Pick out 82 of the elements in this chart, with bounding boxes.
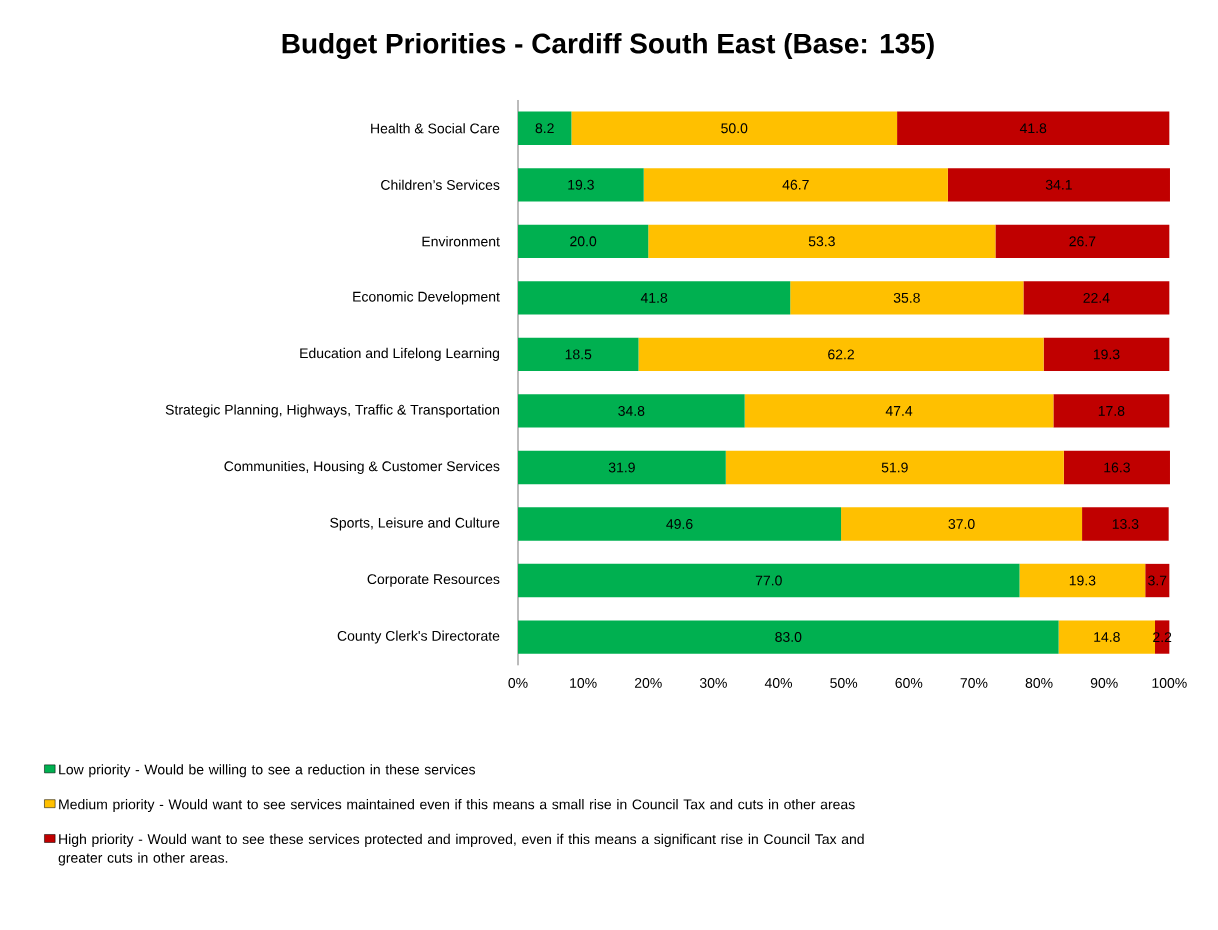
data-label: 41.8: [1019, 123, 1047, 134]
bar: [518, 111, 572, 145]
data-label: 53.3: [808, 236, 835, 247]
x-tick-label: 10%: [570, 678, 597, 688]
data-label: 14.8: [1094, 632, 1120, 643]
bar: [518, 507, 842, 541]
bar: [638, 337, 1044, 372]
x-tick-label: 20%: [634, 678, 662, 688]
bar: [518, 337, 639, 372]
data-label: 22.4: [1083, 292, 1110, 303]
data-label: 34.8: [618, 405, 645, 416]
y-tick-label: Economic Development: [353, 291, 500, 305]
bar: [841, 507, 1083, 541]
bar: [790, 281, 1024, 315]
data-label: 83.0: [775, 632, 802, 643]
data-label: 17.8: [1098, 405, 1125, 416]
data-label: 19.3: [568, 179, 594, 190]
data-label: 35.8: [893, 292, 920, 303]
bar: [518, 450, 726, 485]
bar: [1145, 563, 1170, 598]
bar: [571, 111, 898, 145]
chart-title: Budget Priorities - Cardiff South East (Base: 135): [282, 32, 934, 60]
bar: [518, 394, 745, 428]
bar: [725, 450, 1064, 485]
bar: [744, 394, 1054, 428]
x-tick-label: 60%: [895, 678, 923, 688]
bar: [518, 281, 791, 315]
x-tick-label: 80%: [1025, 678, 1053, 688]
x-tick-label: 70%: [960, 678, 988, 688]
bar: [1063, 450, 1170, 485]
data-label: 46.7: [782, 179, 809, 190]
y-tick-label: Education and Lifelong Learning: [300, 347, 499, 361]
y-tick-label: Communities, Housing & Customer Services: [224, 460, 500, 474]
y-tick-label: Sports, Leisure and Culture: [330, 517, 500, 531]
x-tick-label: 50%: [830, 678, 858, 688]
bar: [518, 224, 649, 258]
data-label: 16.3: [1104, 462, 1130, 473]
y-tick-label: Corporate Resources: [367, 574, 500, 587]
data-label: 34.1: [1045, 179, 1072, 190]
bar: [947, 168, 1170, 202]
data-label: 20.0: [570, 236, 597, 247]
data-label: 13.3: [1112, 519, 1139, 529]
data-label: 8.2: [535, 123, 554, 134]
bar: [897, 111, 1170, 145]
data-label: 62.2: [828, 349, 854, 360]
x-tick-label: 90%: [1090, 678, 1118, 688]
legend-label: Low priority - Would be willing to see a reduction in these services: [59, 764, 476, 778]
bar: [995, 224, 1170, 258]
y-tick-label: Children’s Services: [381, 179, 500, 190]
x-tick-label: 40%: [764, 678, 793, 688]
legend-label: Medium priority - Would want to see services maintained even if this means a small rise in Council Tax and cuts in other areas: [59, 799, 855, 813]
data-label: 49.6: [666, 519, 693, 529]
data-label: 19.3: [1093, 349, 1120, 360]
y-tick-label: Environment: [422, 236, 500, 247]
bar: [1082, 507, 1169, 541]
y-tick-label: Strategic Planning, Highways, Traffic & Transportation: [165, 404, 500, 418]
bar: [1023, 281, 1170, 315]
data-label: 19.3: [1069, 575, 1096, 586]
x-tick-label: 30%: [699, 678, 727, 688]
data-label: 47.4: [885, 406, 913, 416]
bar: [643, 168, 948, 202]
data-label: 77.0: [755, 575, 782, 586]
bar: [648, 224, 996, 258]
x-tick-label: 0%: [508, 678, 528, 688]
data-label: 51.9: [881, 462, 908, 473]
y-tick-label: Health & Social Care: [371, 123, 500, 134]
data-label: 37.0: [948, 519, 975, 529]
y-tick-label: County Clerk's Directorate: [337, 630, 500, 644]
bar: [1053, 394, 1170, 428]
bar: [518, 563, 1020, 598]
bar: [518, 620, 1059, 654]
data-label: 41.8: [640, 292, 668, 303]
data-label: 50.0: [721, 123, 748, 134]
legend-label: High priority - Would want to see these services protected and improved, even if this means a significant rise in Council Tax and greater cuts in other areas.: [58, 833, 864, 866]
bar: [518, 168, 644, 202]
data-label: 31.9: [608, 462, 635, 473]
data-label: 18.5: [565, 349, 592, 360]
data-label: 26.7: [1069, 236, 1096, 247]
data-label: 3.7: [1148, 575, 1167, 586]
bar: [1019, 563, 1146, 598]
bar: [1043, 337, 1170, 372]
x-tick-label: 100%: [1152, 678, 1187, 688]
